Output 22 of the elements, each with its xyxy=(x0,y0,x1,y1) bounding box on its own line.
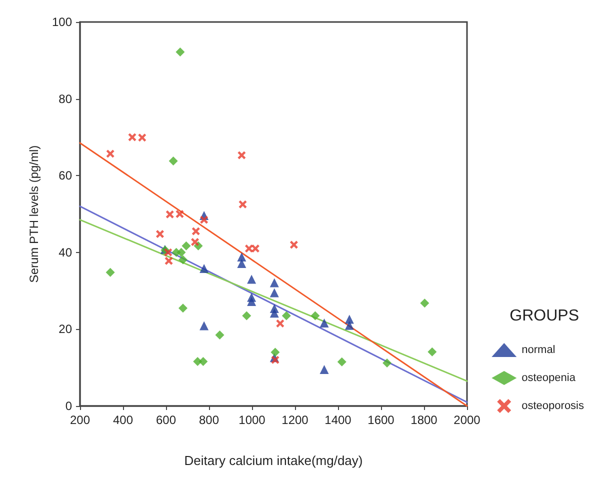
y-tick-label: 20 xyxy=(58,322,72,336)
x-tick-label: 200 xyxy=(70,413,90,427)
legend-label: osteoporosis xyxy=(522,400,584,412)
x-tick-label: 1400 xyxy=(324,413,352,427)
x-tick-label: 2000 xyxy=(454,413,481,427)
x-tick-label: 400 xyxy=(112,413,134,427)
x-tick-label: 600 xyxy=(156,413,176,427)
y-tick-label: 100 xyxy=(52,15,72,29)
y-tick-label: 80 xyxy=(58,92,72,106)
x-tick-label: 1200 xyxy=(282,413,309,427)
x-tick-label: 1800 xyxy=(410,413,438,427)
x-tick-label: 1000 xyxy=(238,413,266,427)
x-tick-label: 1600 xyxy=(368,413,395,427)
legend-label: osteopenia xyxy=(522,372,576,384)
y-tick-label: 0 xyxy=(65,399,72,413)
x-axis-title: Deitary calcium intake(mg/day) xyxy=(184,453,363,468)
legend-label: normal xyxy=(522,344,556,356)
legend-title: GROUPS xyxy=(510,308,579,324)
y-tick-label: 60 xyxy=(58,168,72,183)
y-axis-title: Serum PTH levels (pg/ml) xyxy=(27,145,41,283)
x-tick-label: 800 xyxy=(198,413,220,427)
y-tick-label: 40 xyxy=(58,245,72,260)
